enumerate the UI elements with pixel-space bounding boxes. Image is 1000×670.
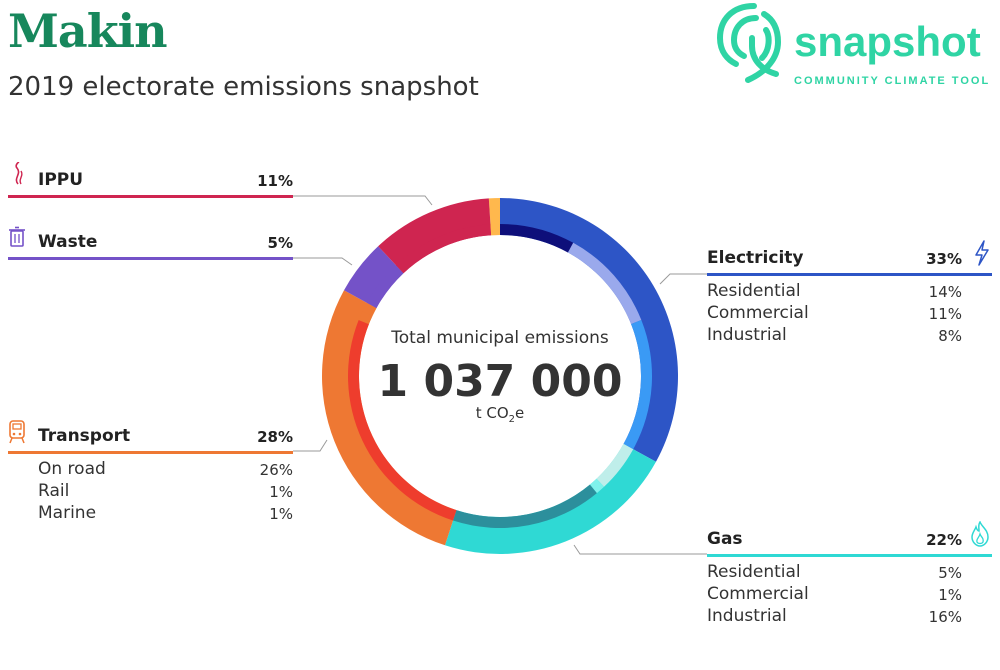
- sector-waste: Waste 5%: [8, 226, 293, 262]
- logo-tagline: COMMUNITY CLIMATE TOOL: [794, 75, 991, 87]
- inner-slice-transport-rail: [358, 311, 373, 325]
- gas-sub-pct: 1%: [938, 586, 962, 604]
- inner-slice-electricity-residential: [623, 320, 652, 450]
- electricity-sub-label: Residential: [707, 281, 801, 301]
- gas-sub-label: Industrial: [707, 606, 787, 626]
- inner-slice-gas-residential: [596, 443, 634, 487]
- outer-slice-waste: [344, 246, 404, 309]
- leader-lines: [293, 195, 707, 555]
- electricity-sub-pct: 14%: [928, 283, 962, 301]
- electricity-sub-label: Industrial: [707, 325, 787, 345]
- sector-transport-rule: [8, 451, 293, 454]
- snapshot-logo: snapshot COMMUNITY CLIMATE TOOL: [714, 0, 1000, 90]
- sector-electricity-pct: 33%: [926, 250, 962, 268]
- chart-total-unit: t CO2e: [475, 404, 525, 425]
- sector-waste-label: Waste: [38, 232, 98, 252]
- page-subtitle: 2019 electorate emissions snapshot: [8, 72, 479, 102]
- chart-total-value: 1 037 000: [377, 356, 623, 407]
- transport-sub-pct: 1%: [269, 483, 293, 501]
- sector-electricity-label: Electricity: [707, 248, 804, 268]
- snapshot-logo-icon: [716, 3, 782, 83]
- transport-sub-label: Rail: [38, 481, 70, 501]
- inner-slice-electricity-industrial: [500, 224, 574, 253]
- sector-ippu-label: IPPU: [38, 170, 84, 190]
- sector-ippu-pct: 11%: [257, 172, 293, 190]
- logo-wordmark: snapshot: [794, 18, 981, 65]
- gas-sub-pct: 5%: [938, 564, 962, 582]
- transport-sub-label: On road: [38, 459, 106, 479]
- gas-sub-label: Commercial: [707, 584, 809, 604]
- inner-slice-gas-industrial: [453, 484, 597, 528]
- sector-waste-pct: 5%: [267, 234, 293, 252]
- leader-line-electricity: [659, 273, 707, 285]
- inner-slice-ippu: [395, 224, 492, 274]
- leader-line-waste: [293, 257, 353, 266]
- electricity-sub-label: Commercial: [707, 303, 809, 323]
- smoke-icon: [15, 162, 23, 185]
- leader-line-gas: [573, 544, 707, 555]
- trash-icon: [9, 226, 25, 247]
- chart-center-label: Total municipal emissions: [391, 328, 609, 348]
- sector-transport-label: Transport: [38, 426, 131, 446]
- flame-icon: [971, 521, 989, 547]
- sector-gas-pct: 22%: [926, 531, 962, 549]
- inner-slice-transport-marine: [362, 302, 377, 316]
- sector-waste-rule: [8, 257, 293, 260]
- sector-electricity: Electricity 33%: [707, 240, 992, 278]
- leader-line-ippu: [293, 195, 433, 206]
- inner-slice-agriculture: [490, 224, 500, 236]
- transport-sub-pct: 26%: [259, 461, 293, 479]
- transport-sub-pct: 1%: [269, 505, 293, 523]
- leader-line-transport: [293, 439, 328, 452]
- sector-ippu: IPPU 11%: [8, 162, 293, 200]
- sector-electricity-rule: [707, 273, 992, 276]
- sector-gas-label: Gas: [707, 529, 743, 549]
- sector-ippu-rule: [8, 195, 293, 198]
- inner-slice-gas-commercial: [589, 478, 605, 494]
- gas-sub-label: Residential: [707, 562, 801, 582]
- inner-slice-electricity-commercial: [567, 242, 642, 325]
- gas-sub-pct: 16%: [928, 608, 962, 626]
- page-title: Makin: [8, 4, 168, 58]
- electricity-sub-pct: 11%: [928, 305, 962, 323]
- sector-transport: Transport 28%: [8, 420, 293, 456]
- transport-sub-label: Marine: [38, 503, 97, 523]
- sector-gas-rule: [707, 554, 992, 557]
- inner-ring: [348, 224, 652, 528]
- sector-gas: Gas 22%: [707, 521, 992, 559]
- inner-slice-waste: [366, 265, 404, 309]
- sector-transport-pct: 28%: [257, 428, 293, 446]
- train-icon: [9, 420, 25, 444]
- outer-slice-ippu: [378, 198, 492, 274]
- outer-slice-electricity: [500, 198, 678, 462]
- inner-slice-transport-on-road: [348, 320, 457, 521]
- electricity-sub-pct: 8%: [938, 327, 962, 345]
- lightning-icon: [975, 240, 989, 266]
